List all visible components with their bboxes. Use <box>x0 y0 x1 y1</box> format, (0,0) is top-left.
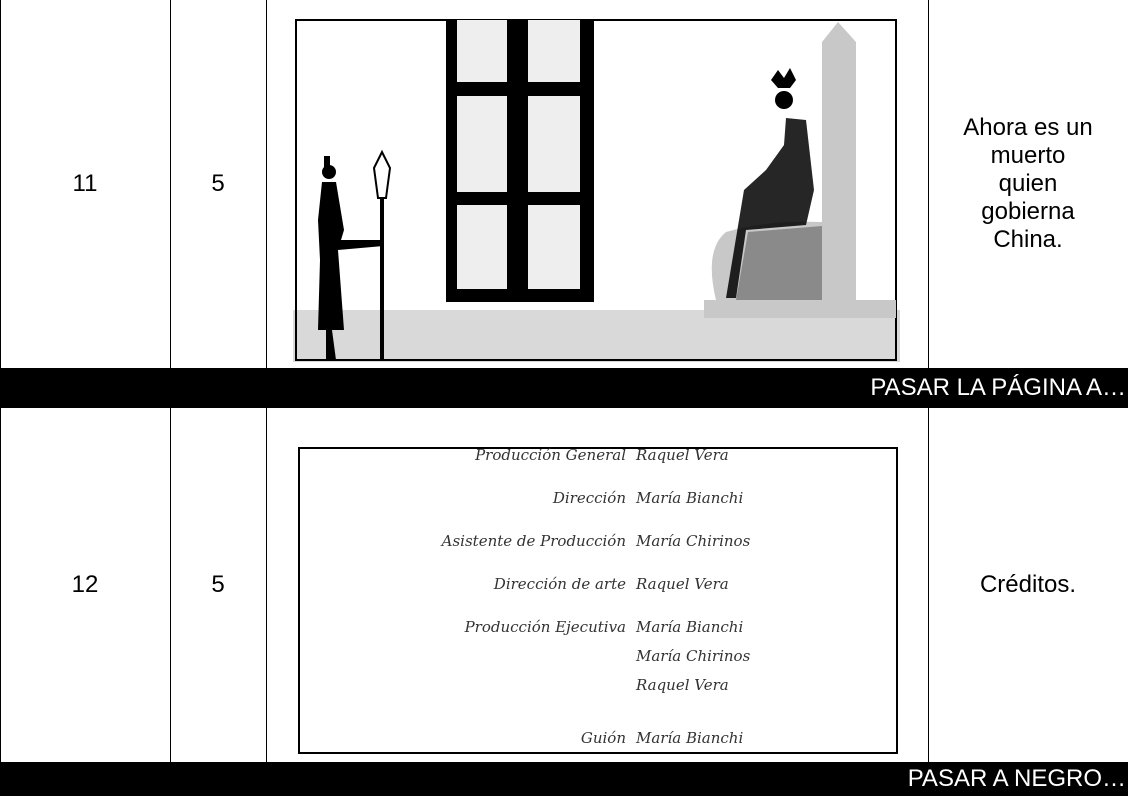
description-line: China. <box>993 226 1063 253</box>
description-line: quien <box>998 170 1058 197</box>
credit-name: Raquel Vera <box>636 676 729 694</box>
shot-number: 12 <box>71 571 99 598</box>
credit-role: Dirección <box>552 489 626 507</box>
border <box>0 0 1 368</box>
duration: 5 <box>211 571 225 598</box>
credit-name: María Bianchi <box>636 729 744 747</box>
border <box>170 0 171 368</box>
duration: 5 <box>211 170 225 197</box>
description-line: gobierna <box>981 198 1075 225</box>
credit-name: María Bianchi <box>636 489 744 507</box>
credit-role: Producción General <box>475 446 626 464</box>
credit-role: Asistente de Producción <box>441 532 626 550</box>
credit-name: Raquel Vera <box>636 446 729 464</box>
credit-name: María Chirinos <box>636 647 751 665</box>
credits-frame <box>298 447 898 754</box>
description-line: Créditos. <box>979 571 1077 598</box>
border <box>928 408 929 762</box>
credit-name: Raquel Vera <box>636 575 729 593</box>
border <box>170 408 171 762</box>
credit-name: María Bianchi <box>636 618 744 636</box>
illustration <box>293 19 900 362</box>
description: Ahora es un muerto quien gobierna China. <box>928 0 1128 368</box>
transition: PASAR A NEGRO… <box>0 762 1128 796</box>
transition: PASAR LA PÁGINA A… <box>0 368 1128 408</box>
credit-role: Dirección de arte <box>493 575 626 593</box>
credit-role: Producción Ejecutiva <box>464 618 626 636</box>
credit-role: Guión <box>580 729 626 747</box>
border <box>266 0 267 368</box>
credit-name: María Chirinos <box>636 532 751 550</box>
border <box>266 408 267 762</box>
shot-number: 11 <box>72 170 98 197</box>
border <box>928 0 929 368</box>
border <box>0 408 1 762</box>
description-line: muerto <box>990 142 1066 169</box>
description-line: Ahora es un <box>963 114 1093 141</box>
description: Créditos. <box>928 408 1128 762</box>
